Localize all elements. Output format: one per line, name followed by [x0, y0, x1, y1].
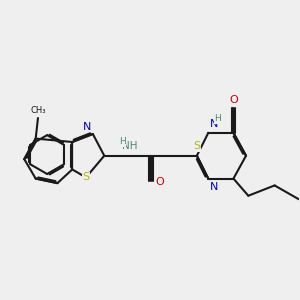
Text: S: S	[82, 172, 89, 182]
Text: O: O	[229, 95, 238, 105]
Text: O: O	[156, 177, 164, 187]
Text: N: N	[209, 182, 218, 192]
Text: N: N	[82, 122, 91, 132]
Text: H: H	[214, 114, 221, 123]
Text: CH₃: CH₃	[30, 106, 46, 115]
Text: N: N	[209, 119, 218, 129]
Text: H: H	[119, 137, 126, 146]
Text: NH: NH	[122, 141, 137, 151]
Text: S: S	[193, 141, 200, 151]
